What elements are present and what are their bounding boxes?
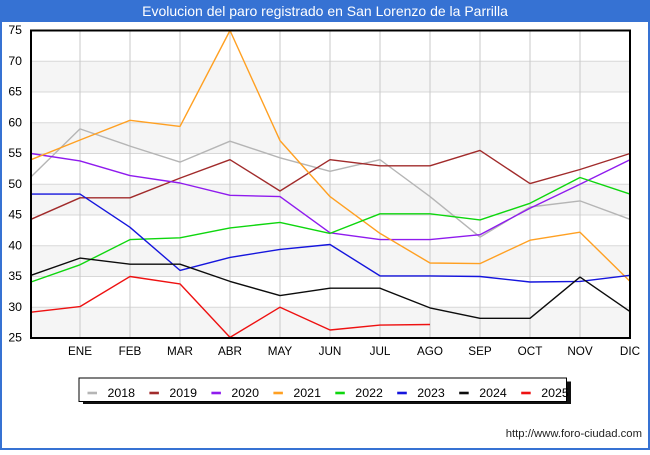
svg-text:2020: 2020: [231, 386, 259, 400]
svg-text:2022: 2022: [355, 386, 383, 400]
svg-text:JUN: JUN: [319, 345, 342, 358]
svg-text:JUL: JUL: [370, 345, 391, 358]
svg-text:70: 70: [8, 54, 22, 68]
svg-text:2019: 2019: [169, 386, 197, 400]
svg-text:MAR: MAR: [167, 345, 193, 358]
svg-text:75: 75: [8, 23, 22, 37]
svg-text:OCT: OCT: [518, 345, 543, 358]
svg-text:30: 30: [8, 300, 22, 314]
svg-text:2024: 2024: [479, 386, 507, 400]
svg-text:55: 55: [8, 146, 22, 160]
svg-text:35: 35: [8, 269, 22, 283]
svg-text:MAY: MAY: [268, 345, 293, 358]
svg-text:http://www.foro-ciudad.com: http://www.foro-ciudad.com: [506, 428, 642, 440]
svg-text:DIC: DIC: [620, 345, 640, 358]
svg-text:65: 65: [8, 85, 22, 99]
svg-text:40: 40: [8, 238, 22, 252]
svg-text:45: 45: [8, 208, 22, 222]
svg-text:2018: 2018: [108, 386, 136, 400]
svg-text:ABR: ABR: [218, 345, 242, 358]
svg-text:60: 60: [8, 116, 22, 130]
svg-text:2023: 2023: [417, 386, 445, 400]
svg-text:Evolucion del paro registrado: Evolucion del paro registrado en San Lor…: [142, 3, 508, 19]
svg-text:25: 25: [8, 331, 22, 345]
svg-text:ENE: ENE: [68, 345, 92, 358]
svg-text:NOV: NOV: [567, 345, 593, 358]
svg-text:2021: 2021: [293, 386, 321, 400]
svg-text:2025: 2025: [541, 386, 569, 400]
svg-text:SEP: SEP: [468, 345, 492, 358]
svg-text:AGO: AGO: [417, 345, 443, 358]
svg-text:FEB: FEB: [119, 345, 142, 358]
svg-text:50: 50: [8, 177, 22, 191]
